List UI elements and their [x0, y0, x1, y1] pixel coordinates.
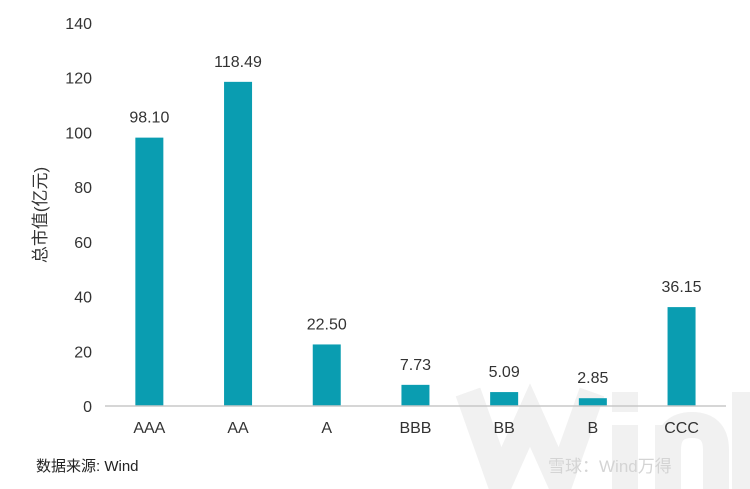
watermark-logo — [455, 383, 750, 489]
y-tick-label: 0 — [83, 399, 92, 416]
bar-AA — [224, 81, 253, 406]
x-tick-label: A — [321, 420, 332, 437]
data-label: 36.15 — [662, 279, 702, 296]
y-tick-label: 60 — [74, 235, 92, 252]
y-tick-label: 20 — [74, 344, 92, 361]
bar-AAA — [135, 137, 164, 406]
data-label: 5.09 — [489, 364, 520, 381]
data-label: 98.10 — [129, 110, 169, 127]
y-tick-label: 120 — [65, 71, 92, 88]
y-tick-label: 40 — [74, 290, 92, 307]
x-tick-label: B — [588, 420, 599, 437]
data-label: 22.50 — [307, 316, 347, 333]
y-tick-label: 100 — [65, 125, 92, 142]
x-tick-label: BBB — [399, 420, 431, 437]
y-tick-label: 140 — [65, 16, 92, 33]
bar-CCC — [667, 307, 696, 406]
x-tick-label: BB — [493, 420, 514, 437]
data-label: 2.85 — [577, 370, 608, 387]
data-label: 118.49 — [214, 54, 262, 71]
bar-BBB — [401, 384, 430, 406]
y-axis-label: 总市值(亿元) — [31, 167, 50, 263]
bar-BB — [490, 392, 519, 406]
bar-B — [578, 398, 607, 406]
bar-A — [312, 344, 341, 406]
x-tick-label: AAA — [133, 420, 165, 437]
x-tick-label: AA — [227, 420, 249, 437]
source-note: 数据来源: Wind — [36, 458, 139, 475]
y-tick-label: 80 — [74, 180, 92, 197]
watermark-text: 雪球：Wind万得 — [548, 457, 672, 476]
data-label: 7.73 — [400, 357, 431, 374]
x-tick-label: CCC — [664, 420, 699, 437]
